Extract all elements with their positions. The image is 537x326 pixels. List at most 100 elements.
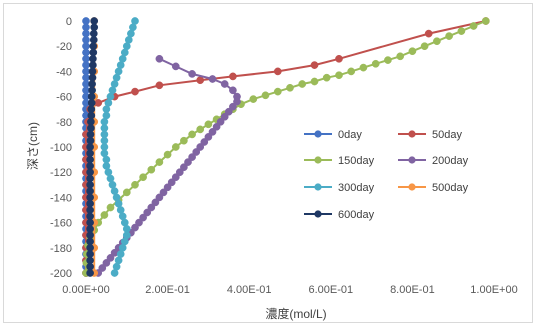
data-point	[110, 269, 119, 277]
data-point	[106, 203, 115, 212]
data-point	[212, 122, 221, 131]
legend-marker	[408, 156, 416, 164]
data-point	[147, 165, 156, 174]
y-tick-label: -160	[50, 218, 72, 230]
y-tick-label: 0	[66, 16, 72, 28]
legend-marker	[408, 130, 416, 138]
data-point	[335, 54, 343, 63]
data-point	[135, 218, 143, 227]
data-point	[139, 213, 147, 222]
x-tick-label: 4.00E-01	[227, 284, 272, 296]
axes: 0 -20 -40 -60 -80 -100 -120 -140 -160 -180 -200 0.0…	[50, 16, 518, 296]
data-point	[131, 87, 139, 96]
data-point	[310, 77, 319, 86]
data-point	[273, 67, 282, 76]
data-point	[216, 117, 225, 126]
data-point	[155, 81, 164, 90]
y-tick-label: -180	[50, 243, 72, 255]
data-point	[457, 27, 466, 35]
y-tick-label: -200	[50, 268, 72, 280]
data-point	[131, 180, 139, 189]
data-point	[310, 61, 319, 69]
data-point	[175, 168, 184, 177]
data-point	[180, 163, 188, 172]
data-point	[188, 130, 196, 139]
data-point	[131, 223, 139, 232]
legend-label: 50day	[432, 129, 462, 141]
data-point	[408, 47, 417, 56]
data-point	[155, 158, 164, 166]
data-point	[100, 211, 109, 219]
data-point	[167, 178, 176, 187]
data-point	[261, 91, 270, 100]
y-tick-label: -40	[56, 66, 72, 78]
data-point	[94, 99, 103, 107]
data-point	[204, 133, 213, 141]
data-point	[180, 136, 188, 145]
data-point	[359, 63, 368, 72]
data-point	[204, 120, 213, 129]
data-point	[249, 95, 258, 103]
data-point	[196, 143, 205, 151]
legend-label: 200day	[432, 155, 469, 167]
data-point	[102, 259, 111, 267]
data-point	[139, 173, 147, 182]
y-tick-label: -100	[50, 142, 72, 154]
data-point	[151, 198, 160, 207]
legend-item: 200day	[398, 155, 469, 167]
data-point	[122, 188, 131, 197]
data-point	[192, 148, 201, 156]
data-point	[143, 208, 152, 217]
y-tick-label: -120	[50, 167, 72, 179]
data-point	[384, 56, 392, 64]
legend-item: 500day	[398, 182, 469, 194]
chart-frame	[3, 3, 533, 323]
series-600day	[86, 17, 99, 277]
data-point	[196, 76, 205, 85]
legend-item: 50day	[398, 129, 462, 141]
series-300day	[100, 17, 139, 277]
data-point	[298, 80, 307, 88]
x-tick-label: 1.00E+00	[470, 284, 517, 296]
data-point	[229, 86, 237, 95]
x-tick-label: 2.00E-01	[145, 284, 190, 296]
legend-label: 300day	[338, 182, 375, 194]
series-line	[85, 20, 487, 273]
x-tick-label: 0.00E+00	[62, 284, 109, 296]
series-layer	[82, 17, 490, 277]
y-tick-label: -80	[56, 117, 72, 129]
data-point	[106, 254, 115, 262]
legend-item: 0day	[304, 129, 362, 141]
data-point	[335, 71, 343, 80]
y-tick-label: -140	[50, 192, 72, 204]
data-point	[208, 128, 217, 136]
data-point	[229, 102, 237, 111]
series-line	[85, 20, 487, 274]
data-point	[445, 32, 453, 40]
data-point	[196, 125, 205, 134]
legend-marker	[314, 210, 322, 218]
data-point	[220, 80, 229, 88]
legend-label: 0day	[338, 129, 362, 141]
data-point	[171, 62, 180, 71]
data-point	[163, 150, 172, 159]
data-point	[481, 17, 490, 25]
data-point	[155, 54, 164, 63]
data-point	[420, 42, 429, 51]
data-point	[233, 97, 241, 106]
data-point	[188, 153, 196, 161]
legend-marker	[314, 156, 322, 164]
data-point	[371, 59, 380, 68]
data-point	[208, 75, 217, 83]
data-point	[220, 112, 229, 121]
series-200day	[94, 54, 241, 277]
legend-marker	[314, 183, 322, 191]
y-axis-title: 深さ(cm)	[26, 122, 40, 170]
data-point	[159, 188, 168, 197]
data-point	[171, 173, 180, 182]
legend-marker	[408, 183, 416, 191]
y-tick-label: -20	[56, 41, 72, 53]
legend: 0day 50day 150day 200day 300day 500day 600day	[304, 129, 469, 221]
data-point	[200, 138, 209, 146]
legend-label: 150day	[338, 155, 375, 167]
